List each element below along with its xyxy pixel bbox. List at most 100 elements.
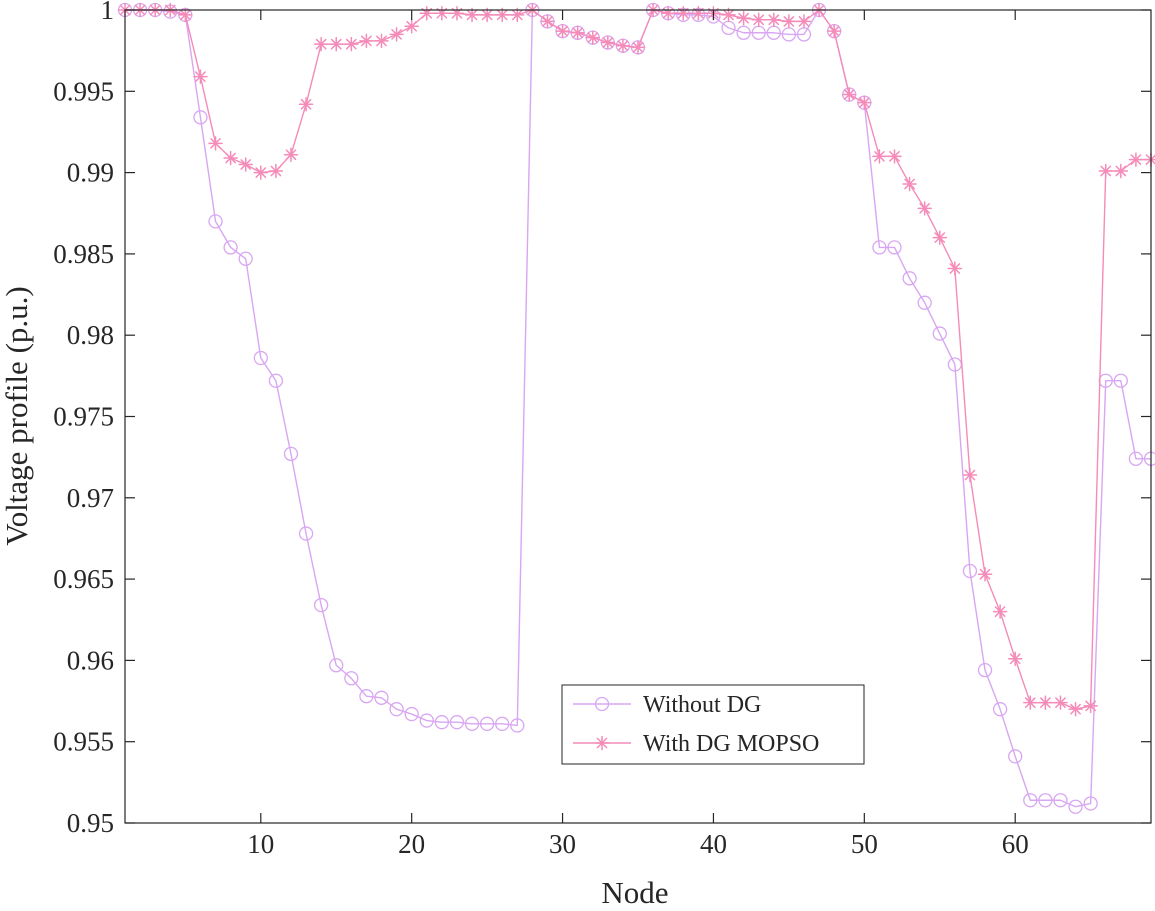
legend-label-without-dg: Without DG xyxy=(643,692,761,718)
data-point-without-dg xyxy=(977,663,993,678)
x-tick-label: 40 xyxy=(700,829,727,859)
data-point-without-dg xyxy=(359,689,374,704)
y-axis-label: Voltage profile (p.u.) xyxy=(0,286,34,545)
y-axis-ticks: 0.95 0.955 0.96 0.965 0.97 0.975 0.98 0.985 0.99… xyxy=(53,0,1151,838)
data-point-with-dg-mopso xyxy=(962,467,978,483)
data-point-without-dg xyxy=(1113,373,1128,388)
data-point-with-dg-mopso xyxy=(283,147,299,162)
data-point-without-dg xyxy=(434,715,450,730)
data-point-with-dg-mopso xyxy=(238,157,253,172)
data-point-with-dg-mopso xyxy=(389,27,404,42)
data-point-with-dg-mopso xyxy=(736,10,751,26)
data-point-without-dg xyxy=(1068,799,1083,814)
data-point-without-dg xyxy=(389,702,404,717)
data-point-with-dg-mopso xyxy=(1023,695,1038,710)
legend-marker-without-dg xyxy=(594,696,610,712)
y-tick-label: 0.97 xyxy=(67,483,114,513)
data-point-with-dg-mopso xyxy=(600,35,616,50)
data-point-without-dg xyxy=(887,240,902,255)
data-point-with-dg-mopso xyxy=(268,163,284,179)
y-tick-label: 0.955 xyxy=(53,727,114,757)
data-point-without-dg xyxy=(872,240,887,255)
x-tick-label: 30 xyxy=(549,829,576,859)
data-point-without-dg xyxy=(374,690,389,705)
data-point-with-dg-mopso xyxy=(1098,163,1113,179)
data-point-with-dg-mopso xyxy=(253,165,269,180)
data-point-without-dg xyxy=(1023,793,1038,808)
data-point-without-dg xyxy=(495,716,510,731)
y-tick-label: 0.965 xyxy=(53,564,114,594)
data-point-with-dg-mopso xyxy=(947,261,963,276)
data-point-with-dg-mopso xyxy=(630,40,646,55)
data-point-without-dg xyxy=(1083,796,1098,811)
x-tick-label: 10 xyxy=(247,829,274,859)
data-point-with-dg-mopso xyxy=(434,6,450,21)
data-point-without-dg xyxy=(283,446,299,462)
legend: Without DG With DG MOPSO xyxy=(561,684,865,765)
data-point-without-dg xyxy=(992,702,1008,717)
data-point-with-dg-mopso xyxy=(359,33,374,49)
data-point-with-dg-mopso xyxy=(796,14,812,29)
data-point-with-dg-mopso xyxy=(328,36,344,52)
data-point-with-dg-mopso xyxy=(826,23,842,39)
data-point-without-dg xyxy=(298,526,314,541)
data-point-with-dg-mopso xyxy=(977,566,993,582)
data-point-with-dg-mopso xyxy=(751,12,766,28)
data-point-with-dg-mopso xyxy=(1007,651,1023,667)
y-tick-label: 0.985 xyxy=(53,239,114,269)
data-point-with-dg-mopso xyxy=(344,36,359,52)
data-point-with-dg-mopso xyxy=(615,38,631,54)
data-point-with-dg-mopso xyxy=(1038,695,1053,710)
y-tick-label: 1 xyxy=(101,0,115,25)
legend-box xyxy=(561,684,865,765)
y-tick-label: 0.96 xyxy=(67,645,114,675)
y-tick-label: 0.99 xyxy=(67,158,114,188)
data-point-with-dg-mopso xyxy=(223,150,238,166)
data-point-without-dg xyxy=(510,718,525,733)
data-point-with-dg-mopso xyxy=(419,6,435,21)
data-point-with-dg-mopso xyxy=(857,95,872,110)
y-tick-label: 0.95 xyxy=(67,808,114,838)
data-point-with-dg-mopso xyxy=(691,6,706,21)
data-point-without-dg xyxy=(223,240,238,255)
data-point-with-dg-mopso xyxy=(902,176,917,192)
series-markers-without-dg xyxy=(117,2,1155,814)
data-point-with-dg-mopso xyxy=(494,7,510,23)
data-point-with-dg-mopso xyxy=(1053,695,1068,710)
data-point-with-dg-mopso xyxy=(917,201,932,216)
data-point-without-dg xyxy=(193,110,208,125)
data-point-with-dg-mopso xyxy=(374,33,389,49)
data-point-without-dg xyxy=(962,563,978,579)
data-point-with-dg-mopso xyxy=(313,36,329,52)
y-tick-label: 0.975 xyxy=(53,402,114,432)
data-point-with-dg-mopso xyxy=(660,6,676,21)
data-point-with-dg-mopso xyxy=(193,69,208,84)
data-point-with-dg-mopso xyxy=(585,30,600,45)
data-point-with-dg-mopso xyxy=(208,136,223,151)
data-point-without-dg xyxy=(464,716,480,731)
data-point-without-dg xyxy=(1038,793,1053,808)
data-point-without-dg xyxy=(253,350,268,366)
data-point-with-dg-mopso xyxy=(1113,163,1129,179)
x-axis-ticks: 10 20 30 40 50 60 xyxy=(247,10,1029,859)
data-point-with-dg-mopso xyxy=(1083,698,1098,714)
data-point-with-dg-mopso xyxy=(1068,701,1083,717)
data-point-without-dg xyxy=(1128,451,1144,466)
data-point-with-dg-mopso xyxy=(449,6,465,21)
data-point-with-dg-mopso xyxy=(781,14,797,29)
x-tick-label: 60 xyxy=(1002,829,1029,859)
x-axis-label: Node xyxy=(601,875,668,910)
data-point-with-dg-mopso xyxy=(555,23,570,39)
y-tick-label: 0.98 xyxy=(67,320,114,350)
x-tick-label: 20 xyxy=(398,829,425,859)
data-point-with-dg-mopso xyxy=(404,19,419,34)
data-point-without-dg xyxy=(917,295,932,310)
data-point-without-dg xyxy=(932,326,947,341)
legend-label-with-dg-mopso: With DG MOPSO xyxy=(643,731,819,757)
data-point-with-dg-mopso xyxy=(766,12,782,28)
data-point-without-dg xyxy=(736,25,751,40)
data-point-without-dg xyxy=(329,658,344,673)
data-point-with-dg-mopso xyxy=(570,25,585,41)
data-point-with-dg-mopso xyxy=(932,230,948,245)
